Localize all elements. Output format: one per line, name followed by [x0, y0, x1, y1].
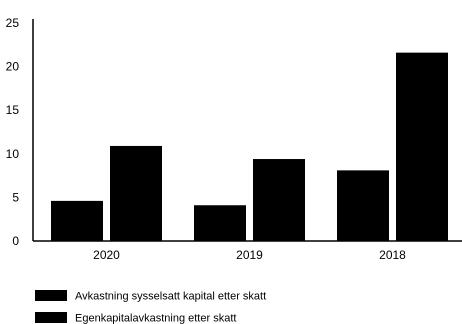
x-tick-labels: 2020 2019 2018	[93, 248, 406, 262]
axes	[32, 19, 462, 242]
y-tick-labels: 0 5 10 15 20 25	[6, 16, 20, 248]
bar-2019-series-2	[253, 159, 305, 241]
legend: Avkastning sysselsatt kapital etter skat…	[35, 290, 266, 324]
y-tick-label: 25	[6, 16, 20, 30]
legend-label: Egenkapitalavkastning etter skatt	[75, 313, 236, 324]
y-tick-label: 15	[6, 103, 20, 117]
y-tick-label: 10	[6, 147, 20, 161]
y-tick-label: 20	[6, 60, 20, 74]
x-tick-label: 2020	[93, 248, 120, 262]
legend-label: Avkastning sysselsatt kapital etter skat…	[75, 291, 266, 303]
bar-2018-series-1	[337, 170, 389, 241]
bar-2020-series-2	[110, 145, 162, 241]
y-tick-label: 0	[12, 234, 19, 248]
bar-2020-series-1	[51, 200, 103, 241]
x-tick-label: 2019	[236, 248, 263, 262]
legend-swatch	[35, 290, 67, 301]
bar-2018-series-2	[396, 52, 448, 242]
legend-swatch	[35, 312, 67, 323]
x-tick-label: 2018	[379, 248, 406, 262]
bars	[51, 52, 448, 242]
bar-2019-series-1	[194, 205, 246, 241]
y-tick-label: 5	[12, 190, 19, 204]
